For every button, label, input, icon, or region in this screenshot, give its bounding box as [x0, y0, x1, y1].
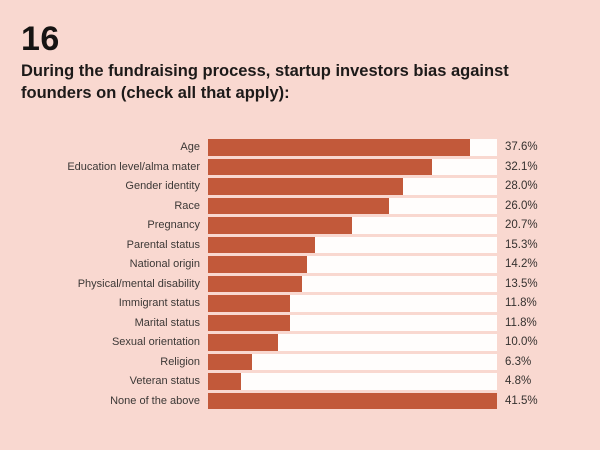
bar-fill — [208, 256, 307, 273]
bar-track — [208, 236, 497, 253]
bar-fill — [208, 295, 291, 312]
bar-row: Physical/mental disability 13.5% — [0, 275, 600, 292]
category-label: Physical/mental disability — [77, 277, 200, 290]
bar-track — [208, 217, 497, 234]
bar-row: National origin 14.2% — [0, 256, 600, 273]
category-label: Race — [174, 199, 200, 212]
bar-fill — [208, 178, 403, 195]
bar-track — [208, 334, 497, 351]
bar-fill — [208, 275, 302, 292]
value-label: 15.3% — [505, 238, 538, 251]
value-label: 26.0% — [505, 199, 538, 212]
bar-fill — [208, 197, 390, 214]
value-label: 11.8% — [505, 297, 537, 310]
bar-fill — [208, 353, 252, 370]
bar-fill — [208, 139, 470, 156]
category-label: National origin — [129, 258, 200, 271]
chart-title-line-2: founders on (check all that apply): — [21, 83, 290, 102]
bar-row: None of the above 41.5% — [0, 392, 600, 409]
page-number: 16 — [21, 20, 60, 58]
bar-track — [208, 256, 497, 273]
category-label: Sexual orientation — [111, 336, 200, 349]
bar-track — [208, 392, 497, 409]
category-label: Immigrant status — [118, 297, 200, 310]
value-label: 41.5% — [505, 394, 538, 407]
bar-fill — [208, 314, 291, 331]
bar-fill — [208, 334, 278, 351]
category-label: Parental status — [126, 238, 200, 251]
bar-track — [208, 275, 497, 292]
category-label: None of the above — [110, 394, 200, 407]
bar-track — [208, 353, 497, 370]
category-label: Veteran status — [129, 375, 200, 388]
bar-row: Marital status 11.8% — [0, 314, 600, 331]
bar-track — [208, 197, 497, 214]
bar-row: Religion 6.3% — [0, 353, 600, 370]
value-label: 6.3% — [505, 355, 532, 368]
value-label: 4.8% — [505, 375, 532, 388]
bar-fill — [208, 217, 353, 234]
value-label: 10.0% — [505, 336, 538, 349]
value-label: 37.6% — [505, 141, 538, 154]
value-label: 32.1% — [505, 160, 538, 173]
value-label: 14.2% — [505, 258, 538, 271]
chart-title: During the fundraising process, startup … — [21, 61, 581, 104]
category-label: Education level/alma mater — [67, 160, 200, 173]
bar-fill — [208, 373, 242, 390]
bar-track — [208, 314, 497, 331]
bar-row: Race 26.0% — [0, 197, 600, 214]
bar-row: Sexual orientation 10.0% — [0, 334, 600, 351]
chart-title-line-1: During the fundraising process, startup … — [21, 62, 509, 80]
category-label: Gender identity — [125, 180, 200, 193]
bar-row: Age 37.6% — [0, 139, 600, 156]
category-label: Age — [180, 141, 200, 154]
bar-row: Immigrant status 11.8% — [0, 295, 600, 312]
category-label: Religion — [160, 355, 200, 368]
bar-chart: Age 37.6% Education level/alma mater 32.… — [0, 139, 600, 409]
bar-row: Gender identity 28.0% — [0, 178, 600, 195]
value-label: 20.7% — [505, 219, 538, 232]
bar-row: Parental status 15.3% — [0, 236, 600, 253]
bar-fill — [208, 158, 432, 175]
value-label: 11.8% — [505, 316, 537, 329]
bar-row: Education level/alma mater 32.1% — [0, 158, 600, 175]
bar-track — [208, 373, 497, 390]
bar-track — [208, 178, 497, 195]
bar-track — [208, 158, 497, 175]
bar-track — [208, 139, 497, 156]
bar-row: Pregnancy 20.7% — [0, 217, 600, 234]
bar-track — [208, 295, 497, 312]
bar-row: Veteran status 4.8% — [0, 373, 600, 390]
category-label: Pregnancy — [147, 219, 200, 232]
category-label: Marital status — [134, 316, 200, 329]
value-label: 13.5% — [505, 277, 538, 290]
bar-fill — [208, 236, 315, 253]
bar-fill — [208, 392, 497, 409]
value-label: 28.0% — [505, 180, 538, 193]
